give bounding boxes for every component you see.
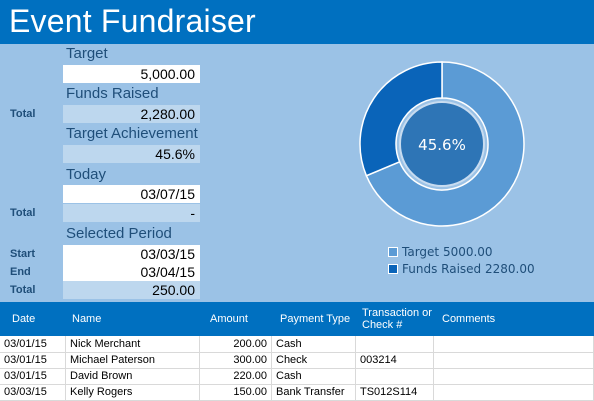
- funds-raised-heading: Funds Raised: [66, 85, 159, 102]
- cell-transaction[interactable]: 003214: [356, 352, 434, 368]
- target-achievement-heading: Target Achievement: [66, 125, 198, 142]
- cell-payment-type[interactable]: Bank Transfer: [272, 384, 356, 400]
- cell-date[interactable]: 03/01/15: [0, 368, 66, 384]
- legend-label-funds-raised: Funds Raised 2280.00: [402, 262, 535, 276]
- column-header-amount[interactable]: Amount: [210, 313, 248, 325]
- cell-payment-type[interactable]: Cash: [272, 336, 356, 352]
- today-heading: Today: [66, 166, 107, 183]
- cell-name[interactable]: Nick Merchant: [66, 336, 200, 352]
- period-start-label: Start: [10, 248, 36, 260]
- table-row: 03/01/15 Michael Paterson 300.00 Check 0…: [0, 352, 594, 369]
- cell-date[interactable]: 03/01/15: [0, 352, 66, 368]
- period-end-label: End: [10, 266, 31, 278]
- period-start-cell[interactable]: 03/03/15: [63, 245, 200, 263]
- cell-comments[interactable]: [434, 368, 594, 384]
- legend-swatch-target: [388, 246, 398, 257]
- cell-amount[interactable]: 200.00: [200, 336, 272, 352]
- cell-name[interactable]: Michael Paterson: [66, 352, 200, 368]
- cell-transaction[interactable]: [356, 336, 434, 352]
- column-header-date[interactable]: Date: [12, 313, 36, 325]
- title-bar: Event Fundraiser: [0, 0, 594, 44]
- today-total-label: Total: [10, 207, 36, 219]
- cell-comments[interactable]: [434, 384, 594, 400]
- table-row: 03/01/15 Nick Merchant 200.00 Cash: [0, 336, 594, 353]
- period-total-cell[interactable]: 250.00: [63, 281, 200, 299]
- target-value-cell[interactable]: 5,000.00: [63, 65, 200, 83]
- selected-period-heading: Selected Period: [66, 225, 172, 242]
- column-header-comments[interactable]: Comments: [442, 313, 496, 325]
- legend-item-funds-raised: Funds Raised 2280.00: [388, 262, 535, 276]
- cell-name[interactable]: Kelly Rogers: [66, 384, 200, 400]
- funds-raised-total-cell[interactable]: 2,280.00: [63, 105, 200, 123]
- cell-payment-type[interactable]: Cash: [272, 368, 356, 384]
- donations-table-header: Date Name Amount Payment Type Transactio…: [0, 302, 594, 336]
- cell-comments[interactable]: [434, 352, 594, 368]
- target-achievement-cell[interactable]: 45.6%: [63, 145, 200, 163]
- funds-raised-total-label: Total: [10, 108, 36, 120]
- donut-slice-target[interactable]: [365, 61, 525, 227]
- cell-amount[interactable]: 300.00: [200, 352, 272, 368]
- donut-chart[interactable]: 45.6%: [355, 55, 535, 235]
- cell-amount[interactable]: 220.00: [200, 368, 272, 384]
- cell-comments[interactable]: [434, 336, 594, 352]
- today-total-cell[interactable]: -: [63, 204, 200, 222]
- period-total-label: Total: [10, 284, 36, 296]
- legend-swatch-funds-raised: [388, 263, 398, 274]
- donut-center: [399, 101, 485, 187]
- table-row: 03/01/15 David Brown 220.00 Cash: [0, 368, 594, 385]
- legend-label-target: Target 5000.00: [402, 245, 493, 259]
- cell-date[interactable]: 03/03/15: [0, 384, 66, 400]
- cell-transaction[interactable]: TS012S114: [356, 384, 434, 400]
- column-header-payment-type[interactable]: Payment Type: [280, 313, 351, 325]
- cell-amount[interactable]: 150.00: [200, 384, 272, 400]
- today-date-cell[interactable]: 03/07/15: [63, 185, 200, 203]
- cell-transaction[interactable]: [356, 368, 434, 384]
- legend-item-target: Target 5000.00: [388, 245, 493, 259]
- column-header-name[interactable]: Name: [72, 313, 102, 325]
- donut-slice-funds-raised[interactable]: [359, 61, 443, 177]
- target-heading: Target: [66, 45, 108, 62]
- column-header-transaction[interactable]: Transaction or Check #: [362, 307, 432, 331]
- donations-table-body: 03/01/15 Nick Merchant 200.00 Cash 03/01…: [0, 336, 594, 401]
- page-title: Event Fundraiser: [9, 3, 256, 39]
- table-row: 03/03/15 Kelly Rogers 150.00 Bank Transf…: [0, 384, 594, 401]
- cell-payment-type[interactable]: Check: [272, 352, 356, 368]
- period-end-cell[interactable]: 03/04/15: [63, 263, 200, 281]
- cell-name[interactable]: David Brown: [66, 368, 200, 384]
- donut-center-label: 45.6%: [418, 136, 466, 154]
- cell-date[interactable]: 03/01/15: [0, 336, 66, 352]
